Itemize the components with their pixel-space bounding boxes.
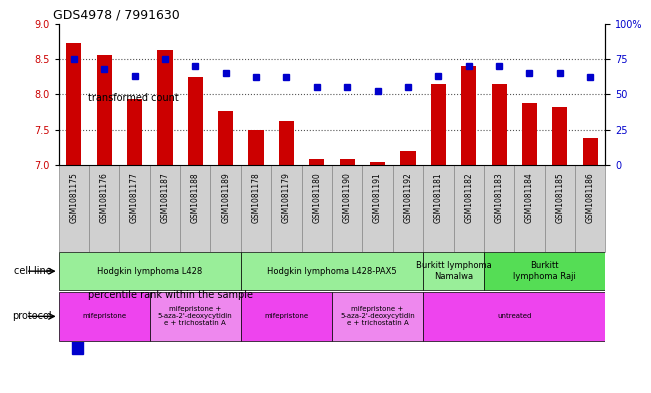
- Text: Hodgkin lymphoma L428: Hodgkin lymphoma L428: [97, 267, 202, 275]
- Bar: [423, 252, 484, 290]
- Text: percentile rank within the sample: percentile rank within the sample: [88, 290, 253, 300]
- Bar: [514, 165, 545, 252]
- Bar: [59, 292, 150, 341]
- Bar: [332, 292, 423, 341]
- Text: GSM1081188: GSM1081188: [191, 172, 200, 222]
- Bar: [484, 165, 514, 252]
- Bar: [72, 236, 83, 354]
- Text: GSM1081185: GSM1081185: [555, 172, 564, 223]
- Bar: [59, 165, 89, 252]
- Bar: [370, 162, 385, 165]
- Bar: [150, 165, 180, 252]
- Bar: [187, 77, 203, 165]
- Bar: [431, 84, 446, 165]
- Bar: [393, 165, 423, 252]
- Bar: [583, 138, 598, 165]
- Text: GSM1081179: GSM1081179: [282, 172, 291, 223]
- Bar: [301, 165, 332, 252]
- Bar: [241, 292, 332, 341]
- Text: GSM1081182: GSM1081182: [464, 172, 473, 222]
- Bar: [150, 292, 241, 341]
- Text: mifepristone +
5-aza-2'-deoxycytidin
e + trichostatin A: mifepristone + 5-aza-2'-deoxycytidin e +…: [340, 307, 415, 326]
- Text: GSM1081190: GSM1081190: [342, 172, 352, 223]
- Bar: [423, 292, 605, 341]
- Bar: [423, 165, 454, 252]
- Bar: [461, 66, 477, 165]
- Text: GSM1081187: GSM1081187: [160, 172, 169, 223]
- Bar: [72, 39, 83, 157]
- Bar: [59, 252, 241, 290]
- Text: GSM1081191: GSM1081191: [373, 172, 382, 223]
- Bar: [271, 165, 301, 252]
- Bar: [454, 165, 484, 252]
- Bar: [89, 165, 119, 252]
- Bar: [309, 160, 324, 165]
- Bar: [400, 151, 415, 165]
- Text: cell line: cell line: [14, 266, 52, 276]
- Bar: [492, 84, 506, 165]
- Bar: [363, 165, 393, 252]
- Text: GSM1081178: GSM1081178: [251, 172, 260, 223]
- Bar: [210, 165, 241, 252]
- Text: GSM1081175: GSM1081175: [69, 172, 78, 223]
- Text: transformed count: transformed count: [88, 93, 178, 103]
- Bar: [119, 165, 150, 252]
- Bar: [552, 107, 568, 165]
- Bar: [484, 252, 605, 290]
- Text: mifepristone: mifepristone: [82, 313, 126, 320]
- Text: GSM1081177: GSM1081177: [130, 172, 139, 223]
- Text: GSM1081189: GSM1081189: [221, 172, 230, 223]
- Text: Burkitt
lymphoma Raji: Burkitt lymphoma Raji: [513, 261, 576, 281]
- Text: GSM1081180: GSM1081180: [312, 172, 322, 223]
- Text: Hodgkin lymphoma L428-PAX5: Hodgkin lymphoma L428-PAX5: [267, 267, 397, 275]
- Bar: [545, 165, 575, 252]
- Text: GSM1081176: GSM1081176: [100, 172, 109, 223]
- Text: GSM1081186: GSM1081186: [586, 172, 595, 223]
- Bar: [218, 111, 233, 165]
- Bar: [332, 165, 363, 252]
- Bar: [158, 50, 173, 165]
- Text: GDS4978 / 7991630: GDS4978 / 7991630: [53, 8, 180, 21]
- Bar: [241, 165, 271, 252]
- Bar: [180, 165, 210, 252]
- Bar: [279, 121, 294, 165]
- Text: untreated: untreated: [497, 313, 531, 320]
- Text: GSM1081183: GSM1081183: [495, 172, 504, 223]
- Bar: [66, 43, 81, 165]
- Bar: [575, 165, 605, 252]
- Bar: [127, 99, 142, 165]
- Bar: [522, 103, 537, 165]
- Text: mifepristone +
5-aza-2'-deoxycytidin
e + trichostatin A: mifepristone + 5-aza-2'-deoxycytidin e +…: [158, 307, 232, 326]
- Text: Burkitt lymphoma
Namalwa: Burkitt lymphoma Namalwa: [415, 261, 492, 281]
- Text: protocol: protocol: [12, 311, 52, 321]
- Bar: [340, 160, 355, 165]
- Text: GSM1081192: GSM1081192: [404, 172, 413, 223]
- Text: mifepristone: mifepristone: [264, 313, 309, 320]
- Bar: [249, 130, 264, 165]
- Bar: [241, 252, 423, 290]
- Text: GSM1081181: GSM1081181: [434, 172, 443, 222]
- Text: GSM1081184: GSM1081184: [525, 172, 534, 223]
- Bar: [96, 55, 112, 165]
